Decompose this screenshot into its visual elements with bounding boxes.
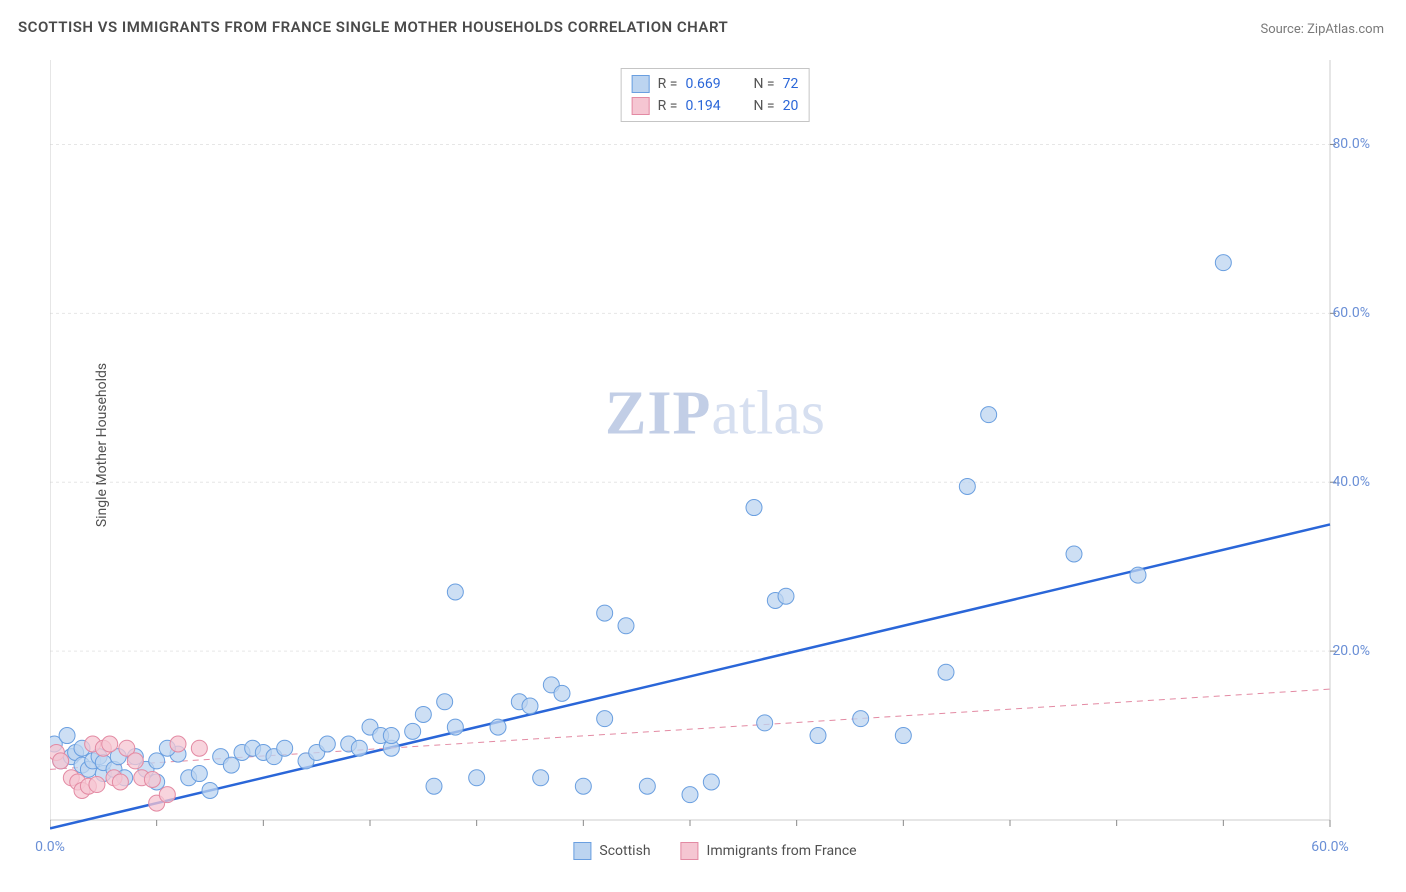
y-tick-label: 20.0% xyxy=(1332,643,1370,659)
y-tick-label: 40.0% xyxy=(1332,474,1370,490)
scatter-plot xyxy=(50,60,1380,830)
legend-series: Scottish Immigrants from France xyxy=(573,842,856,860)
chart-title: SCOTTISH VS IMMIGRANTS FROM FRANCE SINGL… xyxy=(18,18,728,36)
x-tick-label: 0.0% xyxy=(35,839,65,855)
legend-correlation-row: R = 0.194 N = 20 xyxy=(632,95,799,117)
n-value: 20 xyxy=(783,98,799,114)
r-label: R = xyxy=(658,98,678,114)
legend-series-item: Immigrants from France xyxy=(681,842,857,860)
legend-correlation: R = 0.669 N = 72 R = 0.194 N = 20 xyxy=(621,68,810,122)
y-tick-label: 60.0% xyxy=(1332,305,1370,321)
source-attribution: Source: ZipAtlas.com xyxy=(1260,22,1384,37)
r-value: 0.669 xyxy=(685,76,735,92)
n-value: 72 xyxy=(783,76,799,92)
legend-correlation-row: R = 0.669 N = 72 xyxy=(632,73,799,95)
n-label: N = xyxy=(753,76,774,92)
legend-swatch xyxy=(681,842,699,860)
r-label: R = xyxy=(658,76,678,92)
chart-container: SCOTTISH VS IMMIGRANTS FROM FRANCE SINGL… xyxy=(0,0,1406,892)
legend-swatch xyxy=(573,842,591,860)
r-value: 0.194 xyxy=(685,98,735,114)
legend-swatch xyxy=(632,75,650,93)
legend-series-item: Scottish xyxy=(573,842,650,860)
legend-swatch xyxy=(632,97,650,115)
legend-series-label: Immigrants from France xyxy=(707,843,857,859)
y-tick-label: 80.0% xyxy=(1332,136,1370,152)
n-label: N = xyxy=(753,98,774,114)
chart-area: Single Mother Households ZIPatlas R =0.6… xyxy=(50,60,1380,830)
x-tick-label: 60.0% xyxy=(1311,839,1349,855)
legend-series-label: Scottish xyxy=(599,843,650,859)
